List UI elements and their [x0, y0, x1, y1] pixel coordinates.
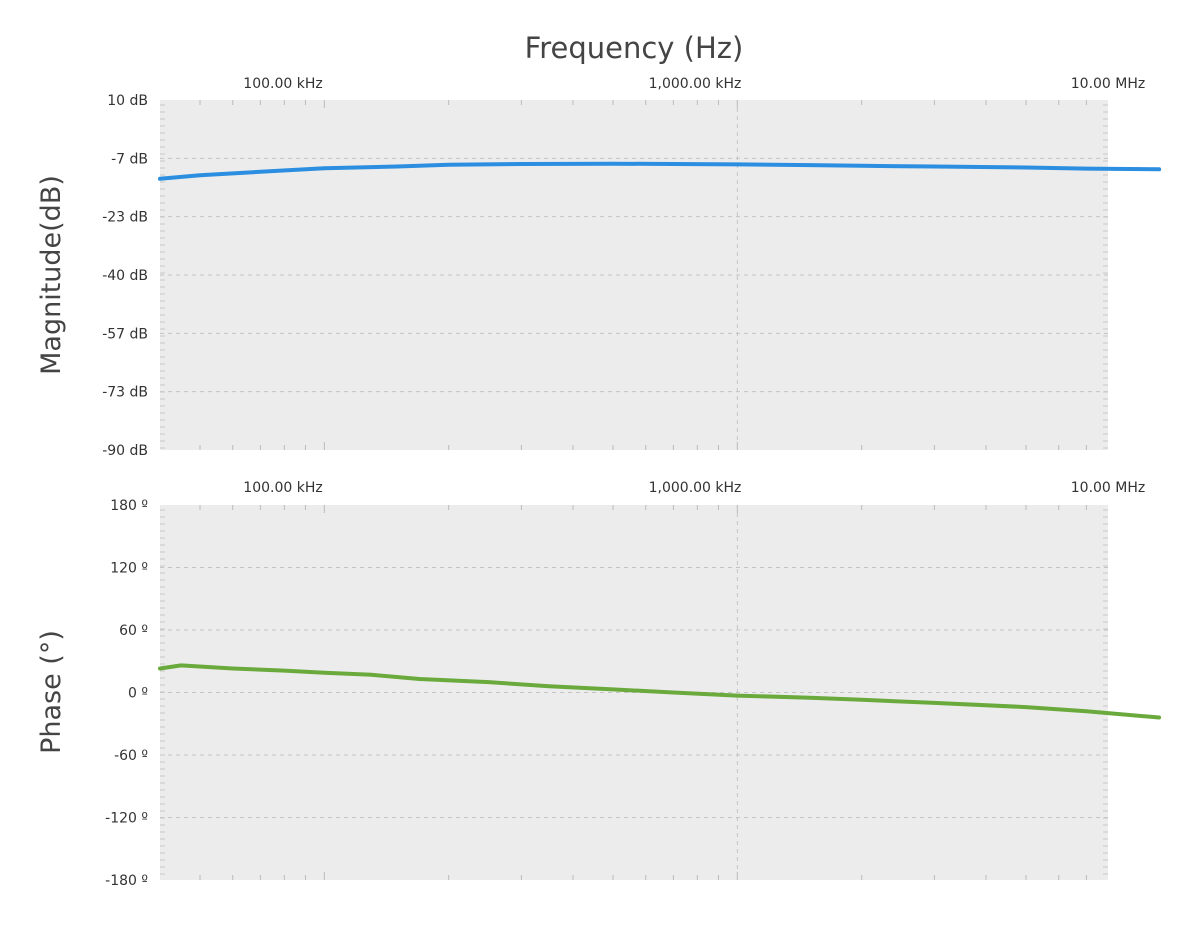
data-point: [1024, 166, 1028, 169]
y-tick-label: 120 º: [110, 561, 148, 577]
chart-title: Frequency (Hz): [525, 31, 744, 65]
data-point: [198, 173, 202, 177]
y-tick-label: 180 º: [110, 498, 148, 514]
y-tick-label: -180 º: [105, 873, 148, 889]
phase-panel: 180 º 120 º 60 º 0 º -60 º -120 º -180 º 100.00…: [36, 480, 1162, 889]
data-point: [231, 667, 235, 670]
data-point: [369, 673, 373, 677]
y-tick-label: 10 dB: [107, 93, 148, 109]
x-tick-label: 100.00 kHz: [243, 480, 322, 496]
data-point: [860, 164, 864, 168]
data-point: [671, 691, 675, 694]
data-point: [735, 162, 739, 166]
y-tick-label: -90 dB: [102, 443, 148, 459]
x-tick-label: 1,000.00 kHz: [649, 76, 742, 92]
data-point: [860, 698, 864, 702]
data-point: [808, 696, 812, 700]
data-point: [1024, 705, 1028, 709]
data-point: [158, 667, 162, 670]
phase-series-line: [158, 663, 1162, 720]
data-point: [395, 165, 399, 168]
data-point: [1157, 716, 1161, 719]
y-tick-label: -57 dB: [102, 326, 148, 342]
data-point: [1157, 167, 1161, 171]
y-tick-label: -120 º: [105, 811, 148, 827]
data-point: [808, 163, 812, 167]
data-point: [179, 663, 183, 667]
y-tick-label: -40 dB: [102, 268, 148, 284]
data-point: [158, 177, 162, 181]
data-point: [519, 162, 523, 166]
data-point: [1084, 709, 1088, 713]
x-tick-label: 10.00 MHz: [1071, 480, 1145, 496]
data-point: [932, 701, 936, 705]
data-point: [611, 162, 615, 166]
y-tick-label: -73 dB: [102, 385, 148, 401]
y-tick-label: 60 º: [119, 623, 148, 639]
data-point: [282, 669, 286, 673]
x-tick-label: 1,000.00 kHz: [649, 480, 742, 496]
data-point: [258, 170, 262, 174]
data-point: [447, 163, 451, 167]
x-tick-label: 10.00 MHz: [1071, 76, 1145, 92]
magnitude-series-line: [158, 161, 1162, 181]
y-tick-label: -23 dB: [102, 210, 148, 226]
data-point: [547, 684, 551, 688]
data-point: [671, 162, 675, 166]
y-axis-label: Phase (°): [36, 630, 67, 754]
y-axis-label: Magnitude(dB): [36, 175, 67, 375]
magnitude-panel: 10 dB -7 dB -23 dB -40 dB -57 dB -73 dB -90 dB…: [36, 76, 1162, 459]
data-point: [932, 165, 936, 168]
data-point: [418, 677, 421, 681]
y-tick-label: -7 dB: [111, 151, 148, 167]
data-point: [1084, 167, 1088, 171]
y-tick-label: 0 º: [128, 686, 148, 702]
data-point: [487, 680, 491, 684]
data-point: [735, 694, 739, 698]
data-point: [611, 687, 615, 691]
x-tick-label: 100.00 kHz: [243, 76, 322, 92]
data-point: [322, 671, 326, 675]
data-point: [322, 166, 326, 170]
y-tick-label: -60 º: [114, 748, 148, 764]
